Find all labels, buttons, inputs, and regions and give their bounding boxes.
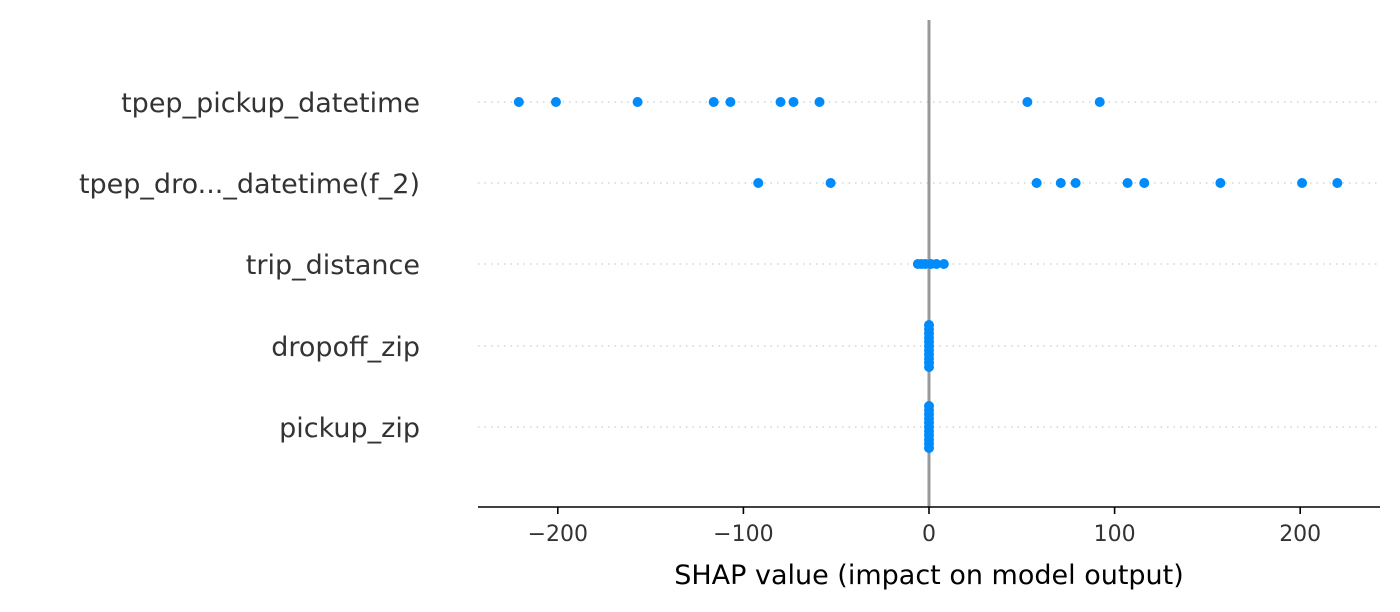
x-tick-label: 100 xyxy=(1094,522,1136,547)
shap-point xyxy=(1055,178,1066,188)
x-axis-title: SHAP value (impact on model output) xyxy=(674,560,1184,591)
shap-point xyxy=(825,178,836,188)
shap-point xyxy=(788,97,799,107)
shap-point xyxy=(775,97,786,107)
shap-point xyxy=(1031,178,1042,188)
shap-point xyxy=(1070,178,1081,188)
feature-label: pickup_zip xyxy=(279,413,420,444)
shap-point xyxy=(708,97,719,107)
x-tick-label: 200 xyxy=(1279,522,1321,547)
shap-points xyxy=(513,97,1343,453)
shap-point xyxy=(550,97,561,107)
shap-point xyxy=(814,97,825,107)
feature-label: dropoff_zip xyxy=(271,332,420,363)
shap-point xyxy=(938,259,949,269)
shap-point xyxy=(632,97,643,107)
x-axis-ticks: −200 −100 0 100 200 xyxy=(528,507,1321,547)
shap-point xyxy=(1332,178,1343,188)
shap-point xyxy=(753,178,764,188)
shap-point xyxy=(1297,178,1308,188)
shap-point xyxy=(513,97,524,107)
feature-guide-lines xyxy=(478,101,1380,428)
shap-point xyxy=(1139,178,1150,188)
shap-point xyxy=(1122,178,1133,188)
feature-label: tpep_dro..._datetime(f_2) xyxy=(79,169,420,200)
feature-label: tpep_pickup_datetime xyxy=(121,88,420,119)
shap-point xyxy=(924,362,934,372)
shap-point xyxy=(1094,97,1105,107)
shap-point xyxy=(725,97,736,107)
shap-point xyxy=(924,443,934,453)
shap-point xyxy=(931,259,942,269)
feature-labels: tpep_pickup_datetime tpep_dro..._datetime… xyxy=(79,88,420,444)
feature-label: trip_distance xyxy=(246,250,420,281)
shap-point xyxy=(1022,97,1033,107)
x-tick-label: 0 xyxy=(922,522,936,547)
x-tick-label: −100 xyxy=(713,522,773,547)
x-tick-label: −200 xyxy=(528,522,588,547)
shap-point xyxy=(1215,178,1226,188)
